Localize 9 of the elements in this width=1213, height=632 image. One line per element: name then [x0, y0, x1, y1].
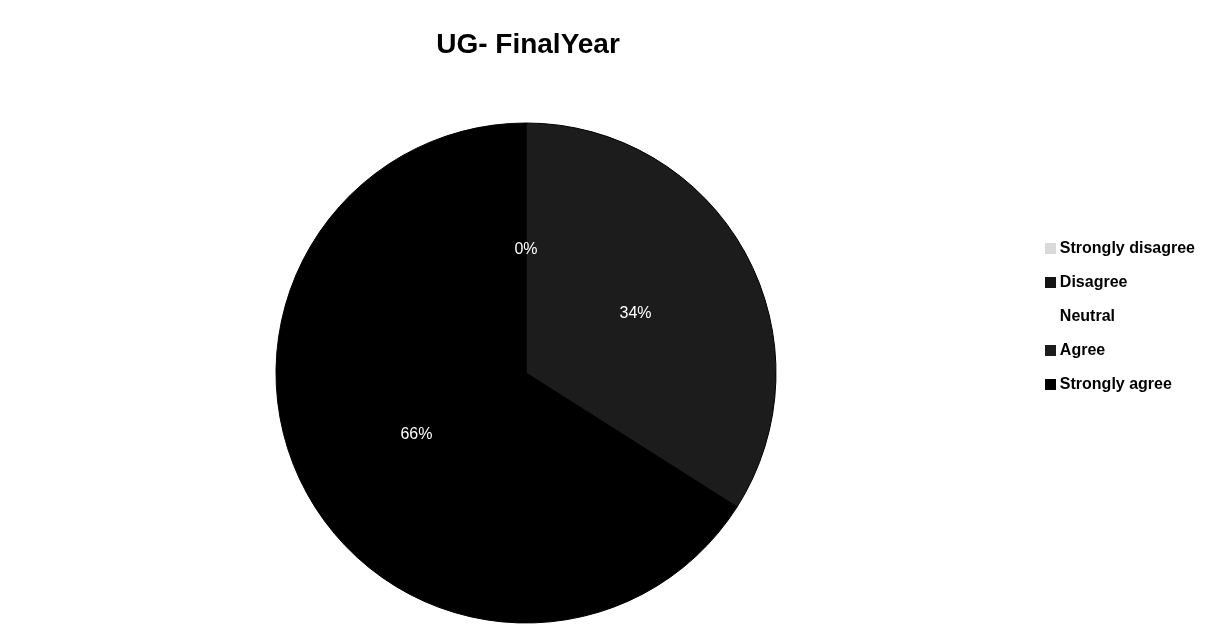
legend-label: Agree [1059, 341, 1106, 358]
legend-label: Strongly agree [1059, 375, 1172, 392]
category-label: Neutral [1059, 307, 1115, 324]
legend-label: Strongly disagree [1059, 239, 1195, 256]
legend-label: Disagree [1059, 273, 1128, 290]
text: 0% [514, 239, 538, 257]
chart-title: UG- FinalYear [435, 28, 621, 60]
data-label: 34% [619, 304, 652, 322]
data-label: 66% [400, 424, 433, 442]
